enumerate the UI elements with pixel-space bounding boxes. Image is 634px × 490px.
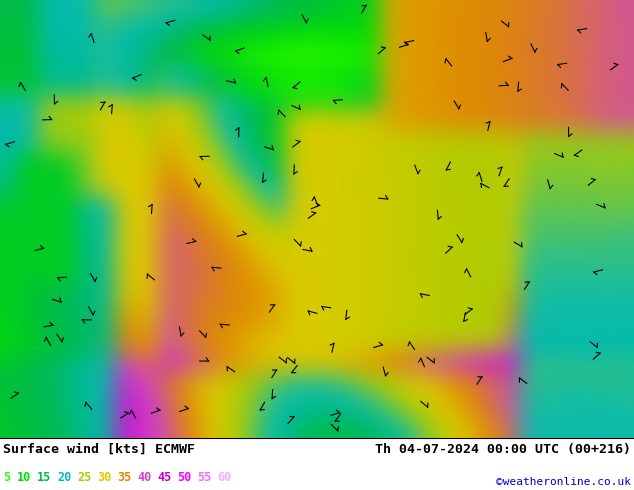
Text: 25: 25 [77,470,91,484]
Text: 60: 60 [217,470,231,484]
Text: 20: 20 [57,470,71,484]
Text: 35: 35 [117,470,131,484]
Text: 5: 5 [3,470,10,484]
Text: Th 04-07-2024 00:00 UTC (00+216): Th 04-07-2024 00:00 UTC (00+216) [375,443,631,456]
Text: 55: 55 [197,470,211,484]
Text: 40: 40 [137,470,152,484]
Text: 30: 30 [97,470,111,484]
Text: 45: 45 [157,470,171,484]
Text: 15: 15 [37,470,51,484]
Text: ©weatheronline.co.uk: ©weatheronline.co.uk [496,477,631,487]
Text: 10: 10 [17,470,31,484]
Text: 50: 50 [177,470,191,484]
Text: Surface wind [kts] ECMWF: Surface wind [kts] ECMWF [3,443,195,456]
